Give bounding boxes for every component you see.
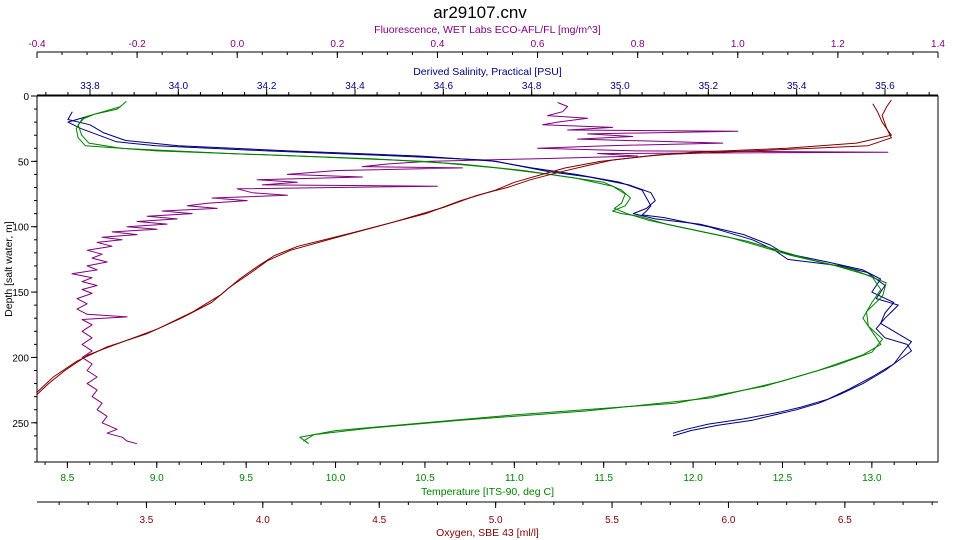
temperature-tick-label: 11.0: [505, 473, 524, 484]
oxygen-tick-label: 4.0: [256, 515, 270, 526]
temperature-axis-title: Temperature [ITS-90, deg C]: [421, 486, 554, 498]
temperature-tick-label: 10.0: [326, 473, 346, 484]
oxygen-tick-label: 5.5: [605, 515, 619, 526]
salinity-tick-label: 35.4: [787, 81, 807, 92]
salinity-tick-label: 34.2: [257, 81, 277, 92]
temperature-tick-label: 9.0: [150, 473, 164, 484]
salinity_2-series-line: [67, 111, 912, 434]
chart-title: ar29107.cnv: [433, 3, 527, 22]
salinity-tick-label: 34.4: [345, 81, 365, 92]
temperature-tick-label: 10.5: [415, 473, 435, 484]
fluorescence-tick-label: 1.2: [831, 39, 845, 50]
fluorescence-tick-label: 0.6: [531, 39, 545, 50]
salinity-tick-label: 34.8: [522, 81, 542, 92]
salinity-axis-title: Derived Salinity, Practical [PSU]: [413, 66, 562, 78]
salinity-tick-label: 34.6: [434, 81, 454, 92]
temperature-tick-label: 13.0: [862, 473, 882, 484]
temperature-tick-label: 12.0: [683, 473, 703, 484]
oxygen-tick-label: 6.5: [838, 515, 852, 526]
fluorescence-tick-label: 0.8: [631, 39, 645, 50]
temperature-tick-label: 9.5: [239, 473, 253, 484]
salinity-tick-label: 35.2: [699, 81, 719, 92]
salinity_1-series-line: [67, 115, 912, 437]
temperature_2-series-line: [77, 106, 887, 442]
oxygen-tick-label: 6.0: [722, 515, 736, 526]
depth-tick-label: 0: [23, 92, 29, 103]
temperature-tick-label: 8.5: [60, 473, 74, 484]
fluorescence-axis-title: Fluorescence, WET Labs ECO-AFL/FL [mg/m^…: [374, 24, 601, 36]
fluorescence-tick-label: -0.4: [28, 39, 46, 50]
depth-tick-label: 250: [12, 419, 29, 430]
oxygen-tick-label: 5.0: [489, 515, 503, 526]
depth-tick-label: 200: [12, 353, 29, 364]
salinity-tick-label: 35.0: [610, 81, 630, 92]
fluorescence-series-line: [71, 102, 889, 445]
salinity-tick-label: 34.0: [169, 81, 189, 92]
salinity-tick-label: 33.8: [80, 81, 100, 92]
fluorescence-tick-label: 1.4: [931, 39, 945, 50]
depth-tick-label: 50: [18, 157, 30, 168]
depth-tick-label: 100: [12, 223, 29, 234]
fluorescence-tick-label: 0.4: [430, 39, 444, 50]
depth-axis-title: Depth [salt water, m]: [3, 221, 15, 317]
oxygen-tick-label: 4.5: [372, 515, 386, 526]
oxygen-tick-label: 3.5: [139, 515, 153, 526]
fluorescence-tick-label: 1.0: [731, 39, 745, 50]
fluorescence-tick-label: 0.2: [330, 39, 344, 50]
oxygen_2-series-line: [37, 103, 892, 393]
fluorescence-tick-label: -0.2: [128, 39, 146, 50]
oxygen-axis-title: Oxygen, SBE 43 [ml/l]: [436, 527, 539, 539]
fluorescence-tick-label: 0.0: [230, 39, 244, 50]
salinity-tick-label: 35.6: [875, 81, 895, 92]
depth-tick-label: 150: [12, 288, 29, 299]
temperature-tick-label: 11.5: [594, 473, 613, 484]
temperature-tick-label: 12.5: [773, 473, 793, 484]
